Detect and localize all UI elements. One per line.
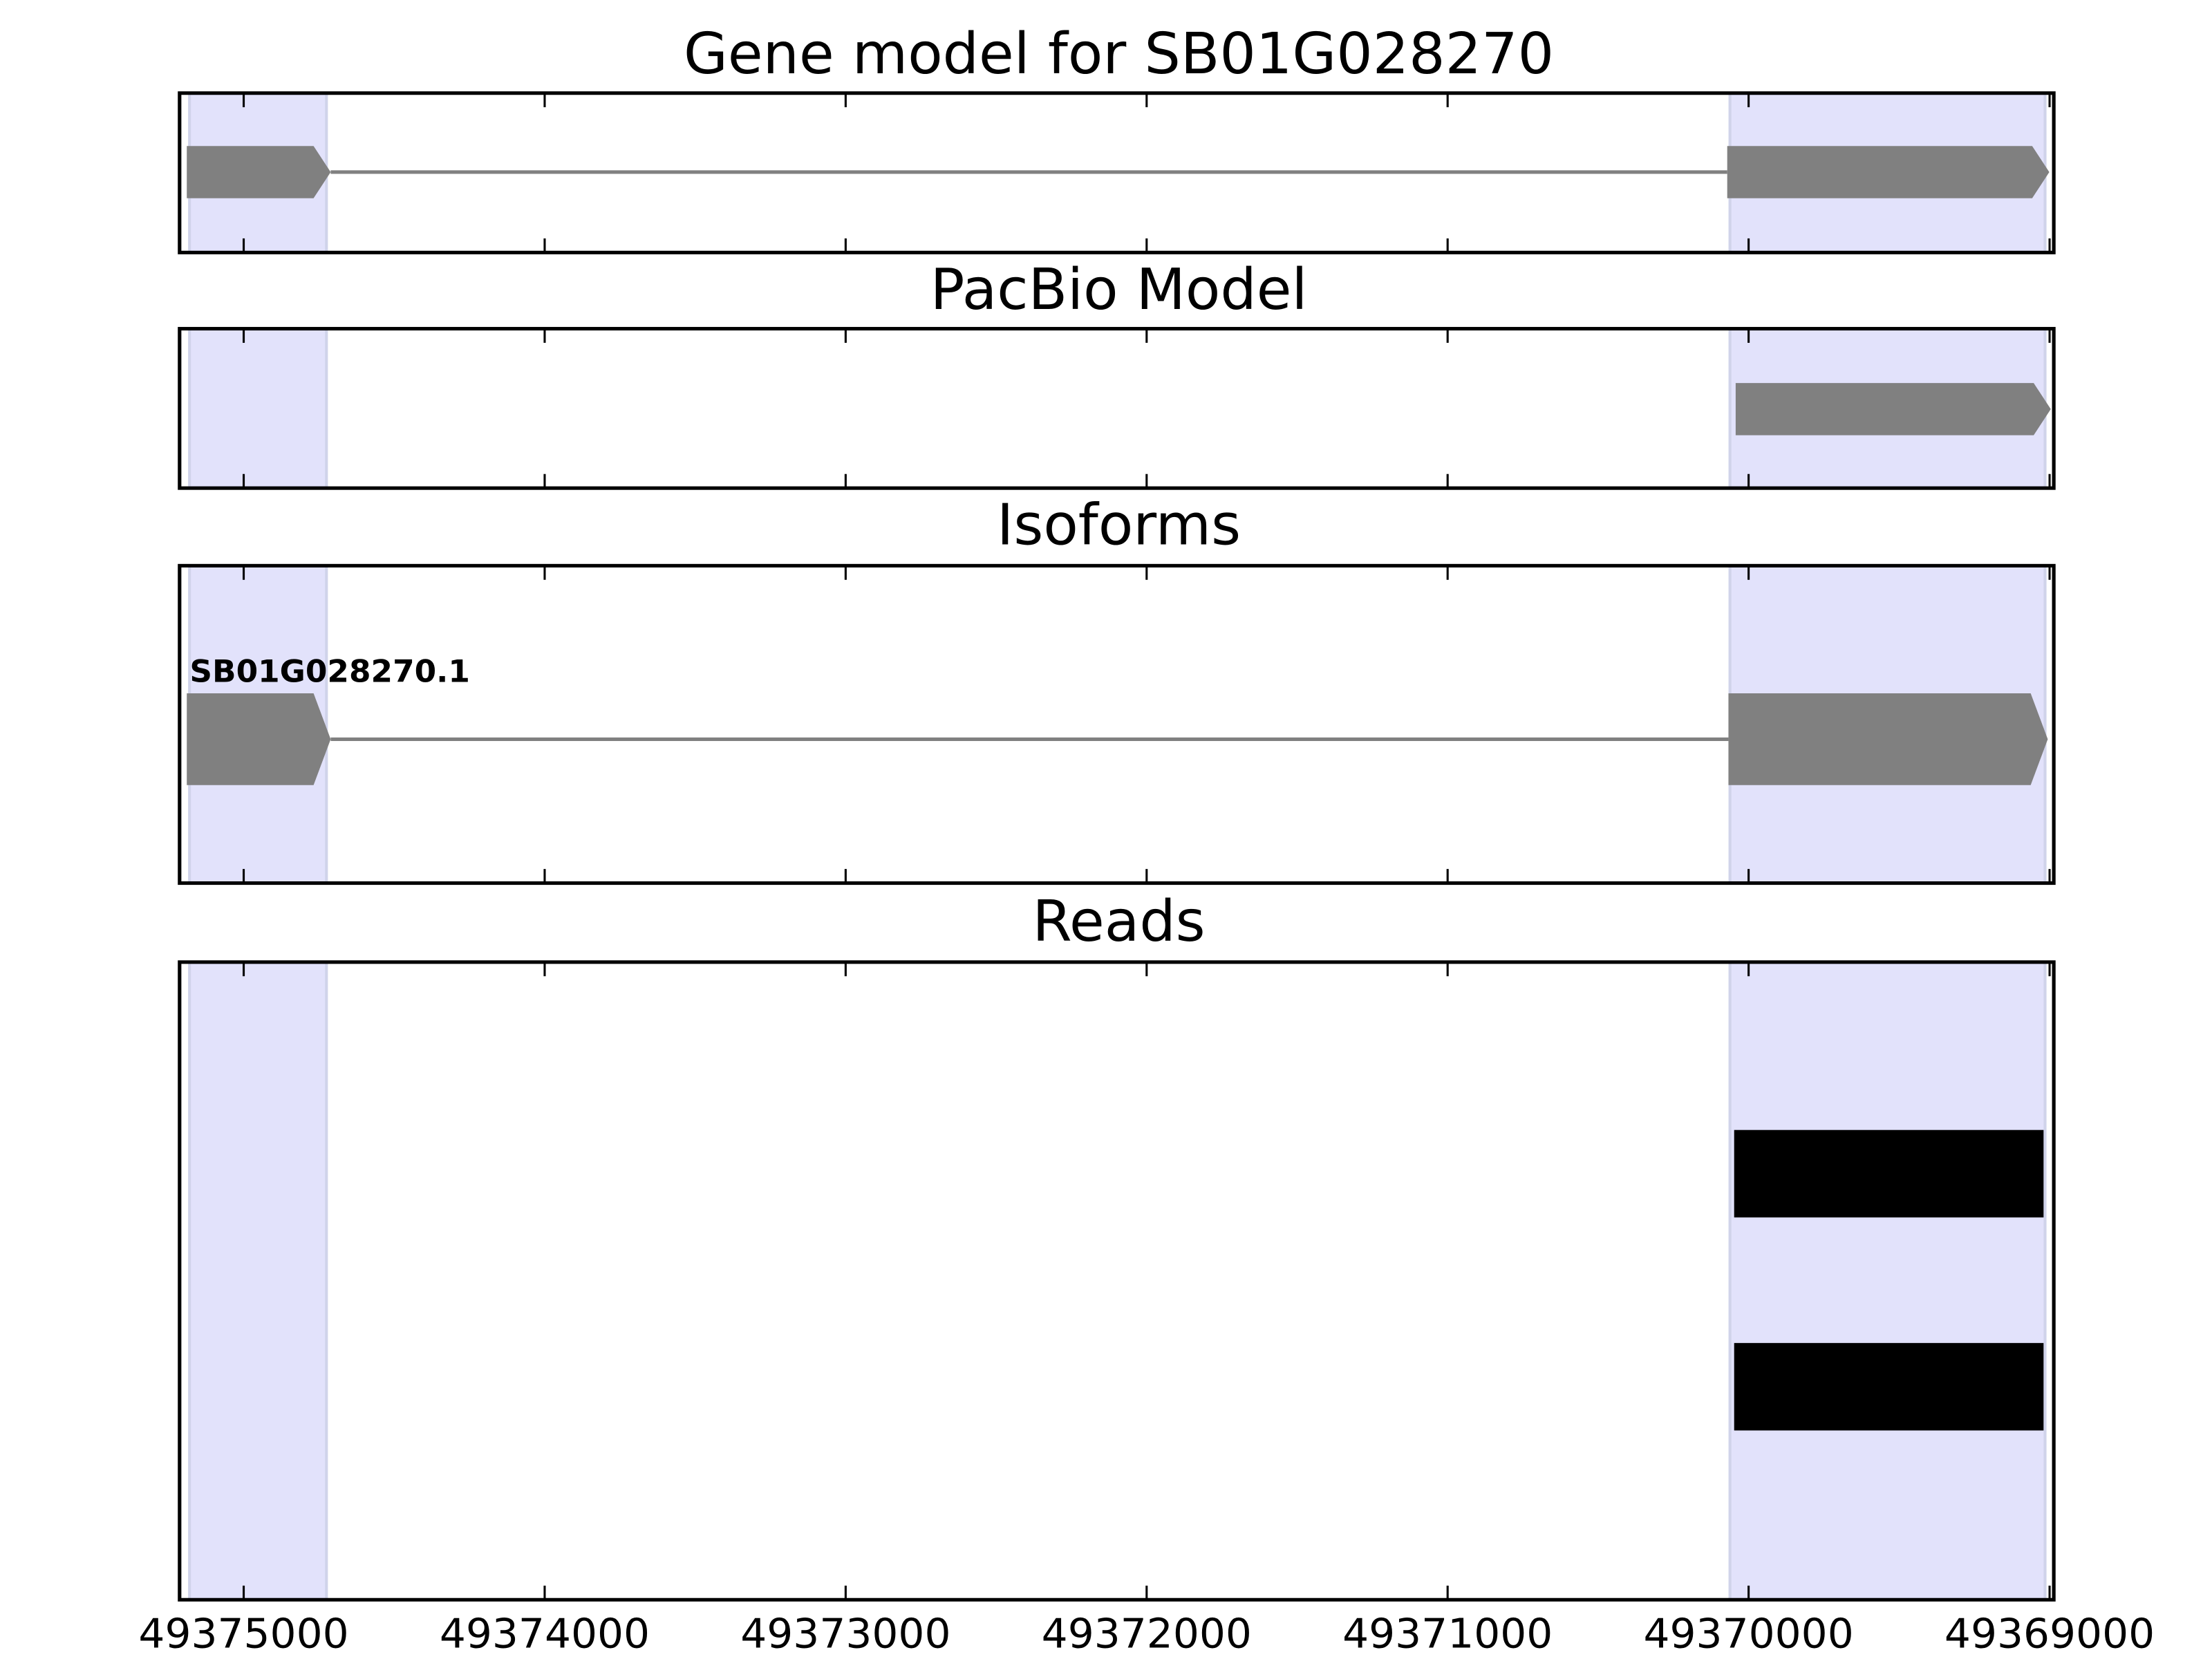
panel-frame bbox=[178, 960, 2056, 1602]
panel-frame bbox=[178, 91, 2056, 254]
isoform-label: SB01G028270.1 bbox=[189, 653, 470, 690]
x-tick-label: 49373000 bbox=[740, 1611, 950, 1658]
highlight-region bbox=[188, 960, 328, 1602]
x-tick-label: 49372000 bbox=[1042, 1611, 1252, 1658]
x-tick-label: 49374000 bbox=[440, 1611, 650, 1658]
exon bbox=[1727, 146, 2050, 198]
highlight-region bbox=[1728, 960, 2047, 1602]
panel-title: PacBio Model bbox=[930, 257, 1308, 323]
panel-title: Reads bbox=[1032, 890, 1205, 955]
x-tick-label: 49371000 bbox=[1342, 1611, 1553, 1658]
panel-frame bbox=[178, 563, 2056, 885]
exon bbox=[187, 693, 331, 785]
read bbox=[1734, 1130, 2044, 1218]
x-tick-label: 49375000 bbox=[138, 1611, 348, 1658]
read bbox=[1734, 1342, 2044, 1431]
panel-title: Gene model for SB01G028270 bbox=[684, 22, 1554, 88]
x-tick-label: 49370000 bbox=[1644, 1611, 1854, 1658]
x-tick-label: 49369000 bbox=[1944, 1611, 2155, 1658]
panel-title: Isoforms bbox=[997, 493, 1241, 559]
exon bbox=[187, 146, 331, 198]
panel-frame bbox=[178, 326, 2056, 490]
exon bbox=[1735, 383, 2051, 435]
highlight-region bbox=[188, 327, 328, 490]
exon bbox=[1728, 693, 2048, 785]
